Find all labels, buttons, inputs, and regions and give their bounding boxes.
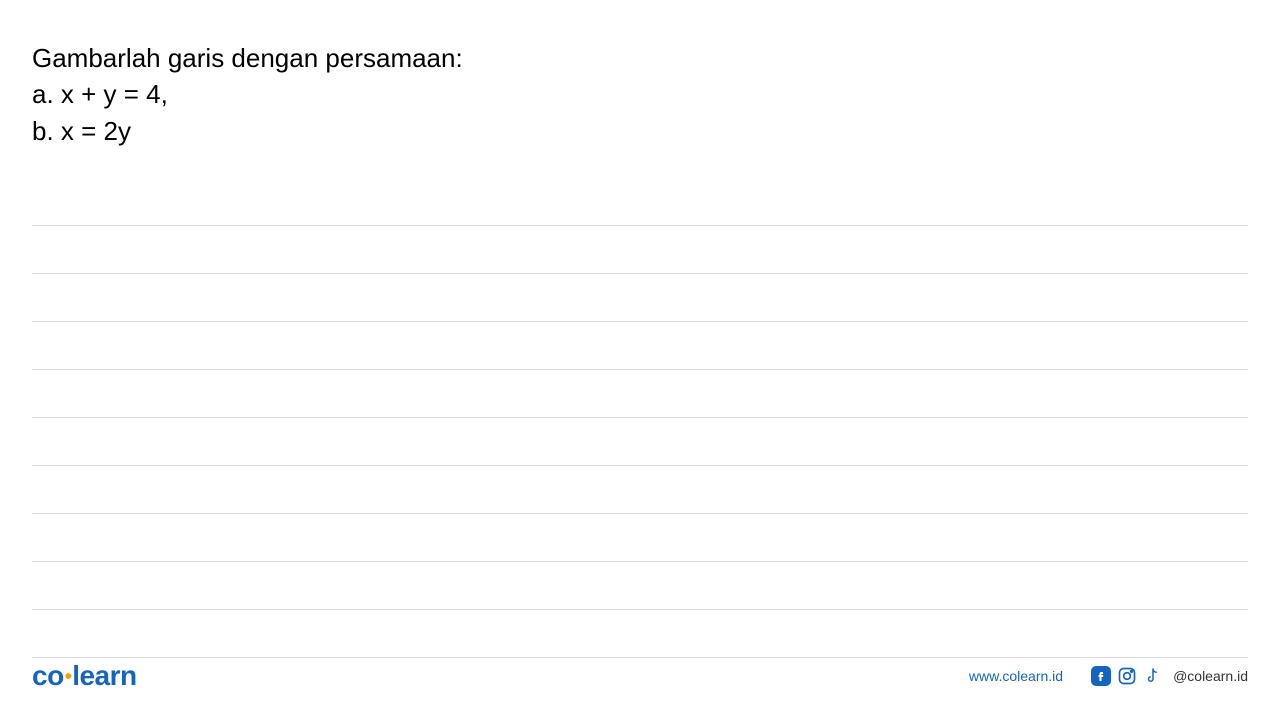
- footer-right: www.colearn.id @colearn.id: [969, 666, 1248, 686]
- ruled-line: [32, 226, 1248, 274]
- ruled-line: [32, 322, 1248, 370]
- tiktok-icon: [1143, 666, 1163, 686]
- question-item-b: b. x = 2y: [32, 113, 1248, 149]
- brand-logo: co•learn: [32, 660, 137, 692]
- social-handle: @colearn.id: [1173, 668, 1248, 684]
- question-title: Gambarlah garis dengan persamaan:: [32, 40, 1248, 76]
- question-block: Gambarlah garis dengan persamaan: a. x +…: [0, 0, 1280, 149]
- ruled-line: [32, 610, 1248, 658]
- logo-prefix: co: [32, 660, 64, 691]
- logo-suffix: learn: [72, 660, 136, 691]
- ruled-lines-area: [32, 178, 1248, 658]
- footer: co•learn www.colearn.id: [0, 660, 1280, 692]
- social-group: @colearn.id: [1091, 666, 1248, 686]
- logo-dot-icon: •: [65, 666, 72, 688]
- instagram-icon: [1117, 666, 1137, 686]
- ruled-line: [32, 514, 1248, 562]
- question-item-a: a. x + y = 4,: [32, 76, 1248, 112]
- website-url: www.colearn.id: [969, 668, 1063, 684]
- question-text: Gambarlah garis dengan persamaan: a. x +…: [32, 40, 1248, 149]
- ruled-line: [32, 562, 1248, 610]
- ruled-line: [32, 418, 1248, 466]
- ruled-line: [32, 274, 1248, 322]
- facebook-icon: [1091, 666, 1111, 686]
- ruled-line: [32, 178, 1248, 226]
- ruled-line: [32, 370, 1248, 418]
- ruled-line: [32, 466, 1248, 514]
